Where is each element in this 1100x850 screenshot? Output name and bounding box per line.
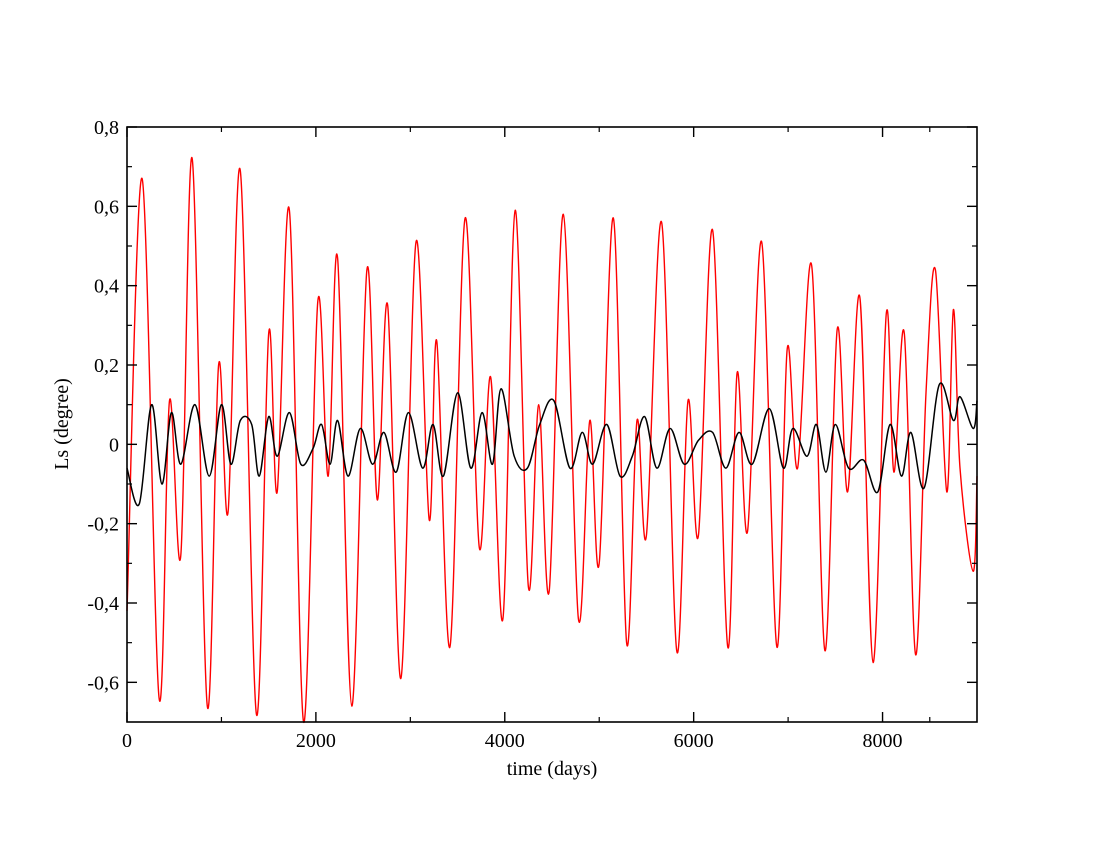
x-tick-label: 8000 — [863, 730, 903, 752]
y-tick-label: 0,4 — [94, 276, 119, 298]
ticks-layer: 0 2000 4000 6000 8000 -0,6 -0,4 -0,2 0 0,2 0,4 0,6 0… — [87, 117, 977, 752]
x-axis-title: time (days) — [507, 758, 598, 780]
x-tick-label: 4000 — [485, 730, 525, 752]
y-tick-label: -0,6 — [87, 672, 119, 694]
y-tick-label: 0,6 — [94, 196, 119, 218]
plot-frame — [126, 126, 978, 723]
x-tick-label: 0 — [122, 730, 132, 752]
y-tick-label: 0,8 — [94, 117, 119, 139]
x-tick-label: 2000 — [296, 730, 336, 752]
y-tick-label: 0,2 — [94, 355, 119, 377]
series-line-1 — [126, 157, 978, 723]
series-line-2 — [126, 382, 978, 507]
series-layer — [126, 157, 978, 723]
y-tick-label: 0 — [109, 434, 119, 456]
y-axis-title: Ls (degree) — [51, 378, 73, 470]
y-tick-label: -0,4 — [87, 593, 119, 615]
x-tick-label: 6000 — [674, 730, 714, 752]
y-tick-label: -0,2 — [87, 514, 119, 536]
